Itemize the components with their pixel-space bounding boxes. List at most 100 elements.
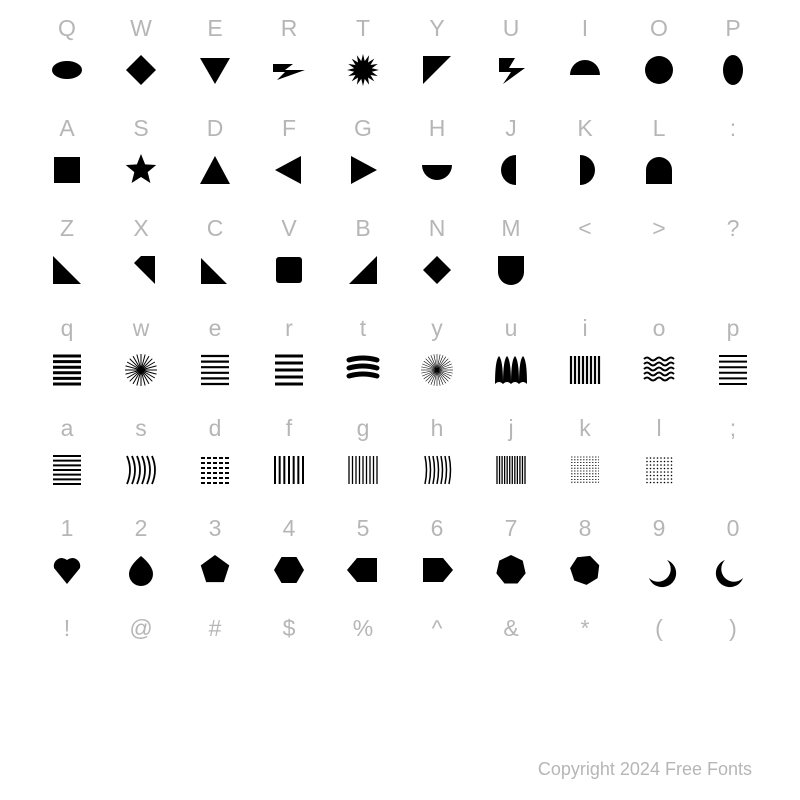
char-label: X: [133, 210, 148, 246]
char-label: i: [582, 310, 587, 346]
char-label: P: [725, 10, 740, 46]
char-label: 1: [61, 510, 74, 546]
char-label: g: [357, 410, 370, 446]
glyph-blank: [267, 648, 311, 692]
char-label: V: [281, 210, 296, 246]
charmap-cell: Q: [30, 10, 104, 110]
char-label: ;: [730, 410, 736, 446]
glyph-triangle-br-notch: [119, 248, 163, 292]
glyph-triangle-down: [193, 48, 237, 92]
char-label: ^: [432, 610, 443, 646]
char-label: 0: [727, 510, 740, 546]
charmap-cell: 3: [178, 510, 252, 610]
char-label: d: [209, 410, 222, 446]
glyph-hexagon-v: [267, 548, 311, 592]
charmap-cell: &: [474, 610, 548, 710]
char-label: #: [209, 610, 222, 646]
glyph-square-round: [267, 248, 311, 292]
charmap-cell: A: [30, 110, 104, 210]
glyph-lines-wavy1: [193, 348, 237, 392]
char-label: w: [133, 310, 150, 346]
char-label: U: [503, 10, 520, 46]
charmap-cell: R: [252, 10, 326, 110]
charmap-cell: S: [104, 110, 178, 210]
charmap-cell: ;: [696, 410, 770, 510]
charmap-cell: j: [474, 410, 548, 510]
char-label: ?: [727, 210, 740, 246]
charmap-cell: 1: [30, 510, 104, 610]
char-label: @: [129, 610, 152, 646]
char-label: S: [133, 110, 148, 146]
charmap-cell: M: [474, 210, 548, 310]
char-label: j: [508, 410, 513, 446]
glyph-half-circle-left: [489, 148, 533, 192]
glyph-blank: [489, 648, 533, 692]
glyph-dots: [637, 448, 681, 492]
glyph-blank: [193, 648, 237, 692]
char-label: H: [429, 110, 446, 146]
glyph-blank: [637, 648, 681, 692]
charmap-cell: >: [622, 210, 696, 310]
charmap-cell: y: [400, 310, 474, 410]
charmap-cell: B: [326, 210, 400, 310]
charmap-cell: 2: [104, 510, 178, 610]
glyph-burst-thin: [415, 348, 459, 392]
charmap-cell: h: [400, 410, 474, 510]
charmap-cell: N: [400, 210, 474, 310]
char-label: 4: [283, 510, 296, 546]
char-label: 6: [431, 510, 444, 546]
char-label: 9: [653, 510, 666, 546]
char-label: %: [353, 610, 373, 646]
glyph-tag-right: [415, 548, 459, 592]
glyph-arch: [637, 148, 681, 192]
char-label: l: [656, 410, 661, 446]
charmap-cell: @: [104, 610, 178, 710]
charmap-cell: ^: [400, 610, 474, 710]
glyph-waves: [637, 348, 681, 392]
glyph-blank: [711, 248, 755, 292]
glyph-pentagon: [193, 548, 237, 592]
glyph-tag-left: [341, 548, 385, 592]
glyph-circle: [637, 48, 681, 92]
glyph-half-circle-top: [563, 48, 607, 92]
charmap-cell: 4: [252, 510, 326, 610]
charmap-cell: e: [178, 310, 252, 410]
glyph-triangle-right: [341, 148, 385, 192]
char-label: M: [501, 210, 520, 246]
glyph-burst-lines: [119, 348, 163, 392]
charmap-cell: g: [326, 410, 400, 510]
glyph-ellipse-h: [45, 48, 89, 92]
glyph-teeth: [489, 348, 533, 392]
glyph-vlines-6: [267, 448, 311, 492]
char-label: h: [431, 410, 444, 446]
charmap-cell: K: [548, 110, 622, 210]
char-label: N: [429, 210, 446, 246]
charmap-cell: *: [548, 610, 622, 710]
charmap-cell: 0: [696, 510, 770, 610]
charmap-cell: O: [622, 10, 696, 110]
charmap-cell: Y: [400, 10, 474, 110]
charmap-cell: f: [252, 410, 326, 510]
char-label: T: [356, 10, 370, 46]
charmap-cell: l: [622, 410, 696, 510]
charmap-cell: (: [622, 610, 696, 710]
charmap-cell: w: [104, 310, 178, 410]
glyph-blank: [711, 648, 755, 692]
char-label: Y: [429, 10, 444, 46]
charmap-cell: $: [252, 610, 326, 710]
charmap-cell: 6: [400, 510, 474, 610]
charmap-cell: X: [104, 210, 178, 310]
char-label: G: [354, 110, 372, 146]
copyright-text: Copyright 2024 Free Fonts: [538, 759, 752, 780]
glyph-lightning-left: [267, 48, 311, 92]
glyph-triangle-bl3: [341, 248, 385, 292]
charmap-cell: p: [696, 310, 770, 410]
char-label: 7: [505, 510, 518, 546]
glyph-triangle-bl2: [193, 248, 237, 292]
charmap-cell: G: [326, 110, 400, 210]
charmap-cell: 8: [548, 510, 622, 610]
char-label: &: [503, 610, 518, 646]
char-label: K: [577, 110, 592, 146]
charmap-cell: E: [178, 10, 252, 110]
glyph-half-circle-bottom: [415, 148, 459, 192]
